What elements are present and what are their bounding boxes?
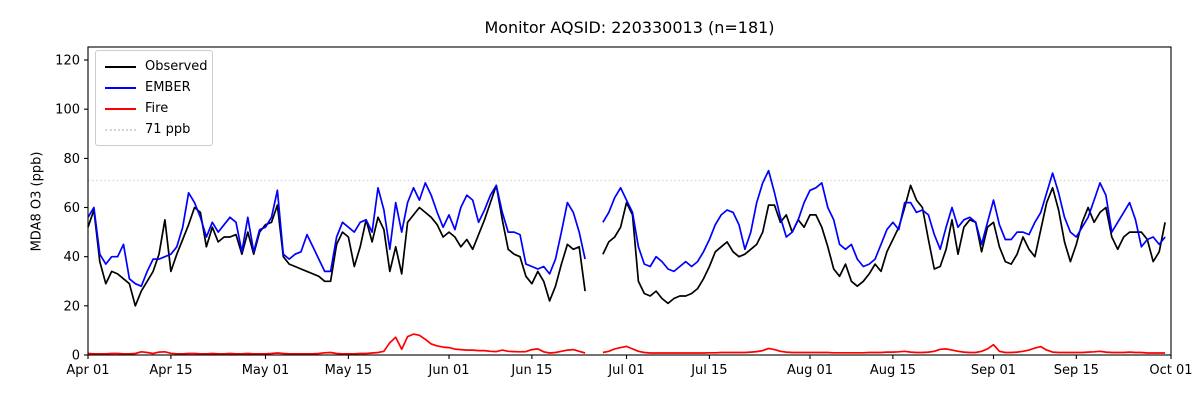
legend-item-threshold: 71 ppb [105, 119, 212, 140]
svg-text:Apr 01: Apr 01 [66, 363, 109, 378]
svg-text:60: 60 [63, 201, 80, 216]
legend-label-observed: Observed [145, 59, 208, 74]
svg-text:Sep 15: Sep 15 [1054, 363, 1099, 378]
svg-text:Aug 01: Aug 01 [787, 363, 833, 378]
svg-text:120: 120 [55, 54, 80, 69]
legend-item-observed: Observed [105, 56, 212, 77]
observed-line-swatch [105, 65, 136, 68]
series-observed-line [87, 184, 586, 307]
svg-text:Apr 15: Apr 15 [149, 363, 192, 378]
legend-label-threshold: 71 ppb [145, 122, 191, 137]
svg-text:Jul 15: Jul 15 [690, 363, 727, 378]
series-ember-line [87, 182, 586, 288]
legend-label-ember: EMBER [145, 80, 191, 95]
ember-line-swatch [105, 86, 136, 89]
series-fire-line [602, 343, 1166, 354]
svg-text:Jun 15: Jun 15 [510, 363, 552, 378]
svg-text:0: 0 [72, 349, 80, 364]
svg-text:80: 80 [63, 152, 80, 167]
y-axis-label: MDA8 O3 (ppb) [29, 151, 45, 252]
svg-text:20: 20 [63, 299, 80, 314]
legend: Observed EMBER Fire 71 ppb [95, 50, 213, 146]
chart-title: Monitor AQSID: 220330013 (n=181) [484, 18, 775, 37]
threshold-line-swatch [105, 128, 136, 131]
svg-text:Jul 01: Jul 01 [607, 363, 644, 378]
legend-label-fire: Fire [145, 101, 169, 116]
series-ember-line [602, 169, 1166, 273]
svg-text:100: 100 [55, 103, 80, 118]
series-observed-line [602, 184, 1166, 305]
legend-item-fire: Fire [105, 98, 212, 119]
svg-text:40: 40 [63, 250, 80, 265]
series-fire-line [87, 333, 586, 355]
svg-text:Aug 15: Aug 15 [870, 363, 916, 378]
svg-text:Oct 01: Oct 01 [1149, 363, 1192, 378]
svg-text:Jun 01: Jun 01 [428, 363, 470, 378]
fire-line-swatch [105, 107, 136, 110]
svg-text:May 15: May 15 [325, 363, 373, 378]
svg-text:Sep 01: Sep 01 [971, 363, 1016, 378]
svg-text:May 01: May 01 [242, 363, 290, 378]
legend-item-ember: EMBER [105, 77, 212, 98]
